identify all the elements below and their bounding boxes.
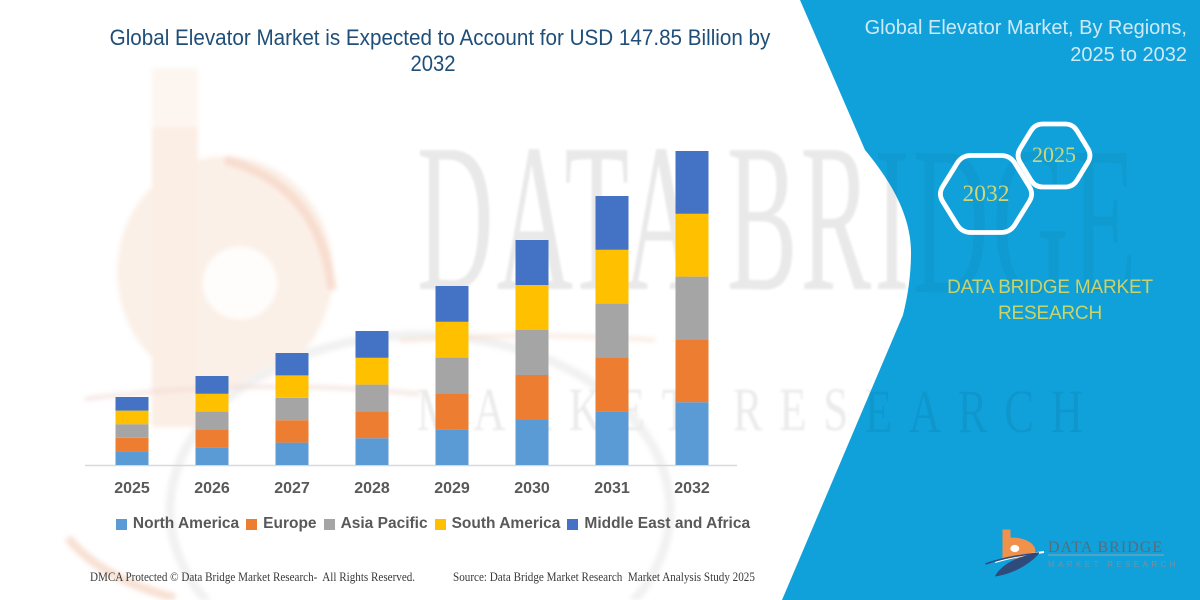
svg-text:2028: 2028 xyxy=(354,480,390,497)
svg-text:2030: 2030 xyxy=(514,480,550,497)
svg-text:MARKET RESEARCH: MARKET RESEARCH xyxy=(417,377,1100,446)
svg-text:2027: 2027 xyxy=(274,480,310,497)
svg-text:2029: 2029 xyxy=(434,480,470,497)
svg-text:2032: 2032 xyxy=(963,181,1010,207)
svg-text:2025: 2025 xyxy=(1032,142,1076,167)
svg-text:2026: 2026 xyxy=(194,480,230,497)
svg-text:2025: 2025 xyxy=(114,480,150,497)
svg-text:DATA BRIDGE: DATA BRIDGE xyxy=(1048,539,1163,556)
svg-text:2032: 2032 xyxy=(674,480,710,497)
svg-text:2031: 2031 xyxy=(594,480,630,497)
svg-text:MARKET RESEARCH: MARKET RESEARCH xyxy=(1048,560,1179,569)
